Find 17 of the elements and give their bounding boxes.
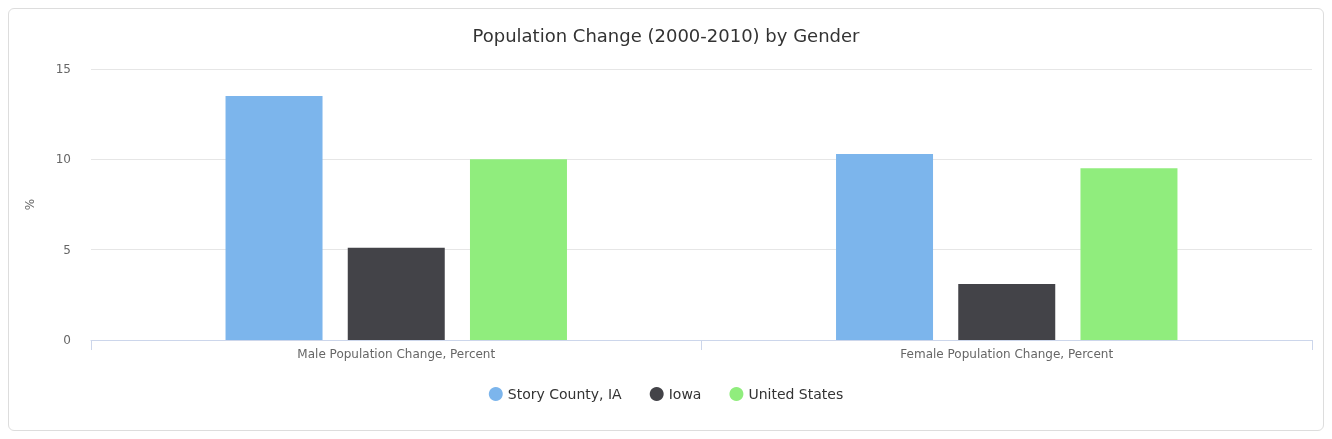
y-tick-label: 5	[63, 242, 71, 257]
y-axis-title: %	[23, 198, 37, 211]
y-tick-label: 0	[63, 333, 71, 347]
y-tick-label: 10	[55, 152, 71, 167]
y-tick-label: 15	[55, 62, 71, 76]
x-tick-label: Male Population Change, Percent	[297, 347, 496, 361]
bar	[469, 159, 567, 340]
legend-label: United States	[748, 386, 844, 402]
legend-label: Iowa	[668, 386, 702, 402]
bar	[958, 283, 1056, 340]
bar	[347, 247, 445, 340]
legend-label: Story County, IA	[507, 386, 623, 402]
bar	[225, 96, 323, 340]
bar	[836, 153, 934, 340]
chart-title: Population Change (2000-2010) by Gender	[472, 24, 861, 46]
x-tick-label: Female Population Change, Percent	[900, 347, 1114, 361]
bar	[1080, 168, 1178, 340]
